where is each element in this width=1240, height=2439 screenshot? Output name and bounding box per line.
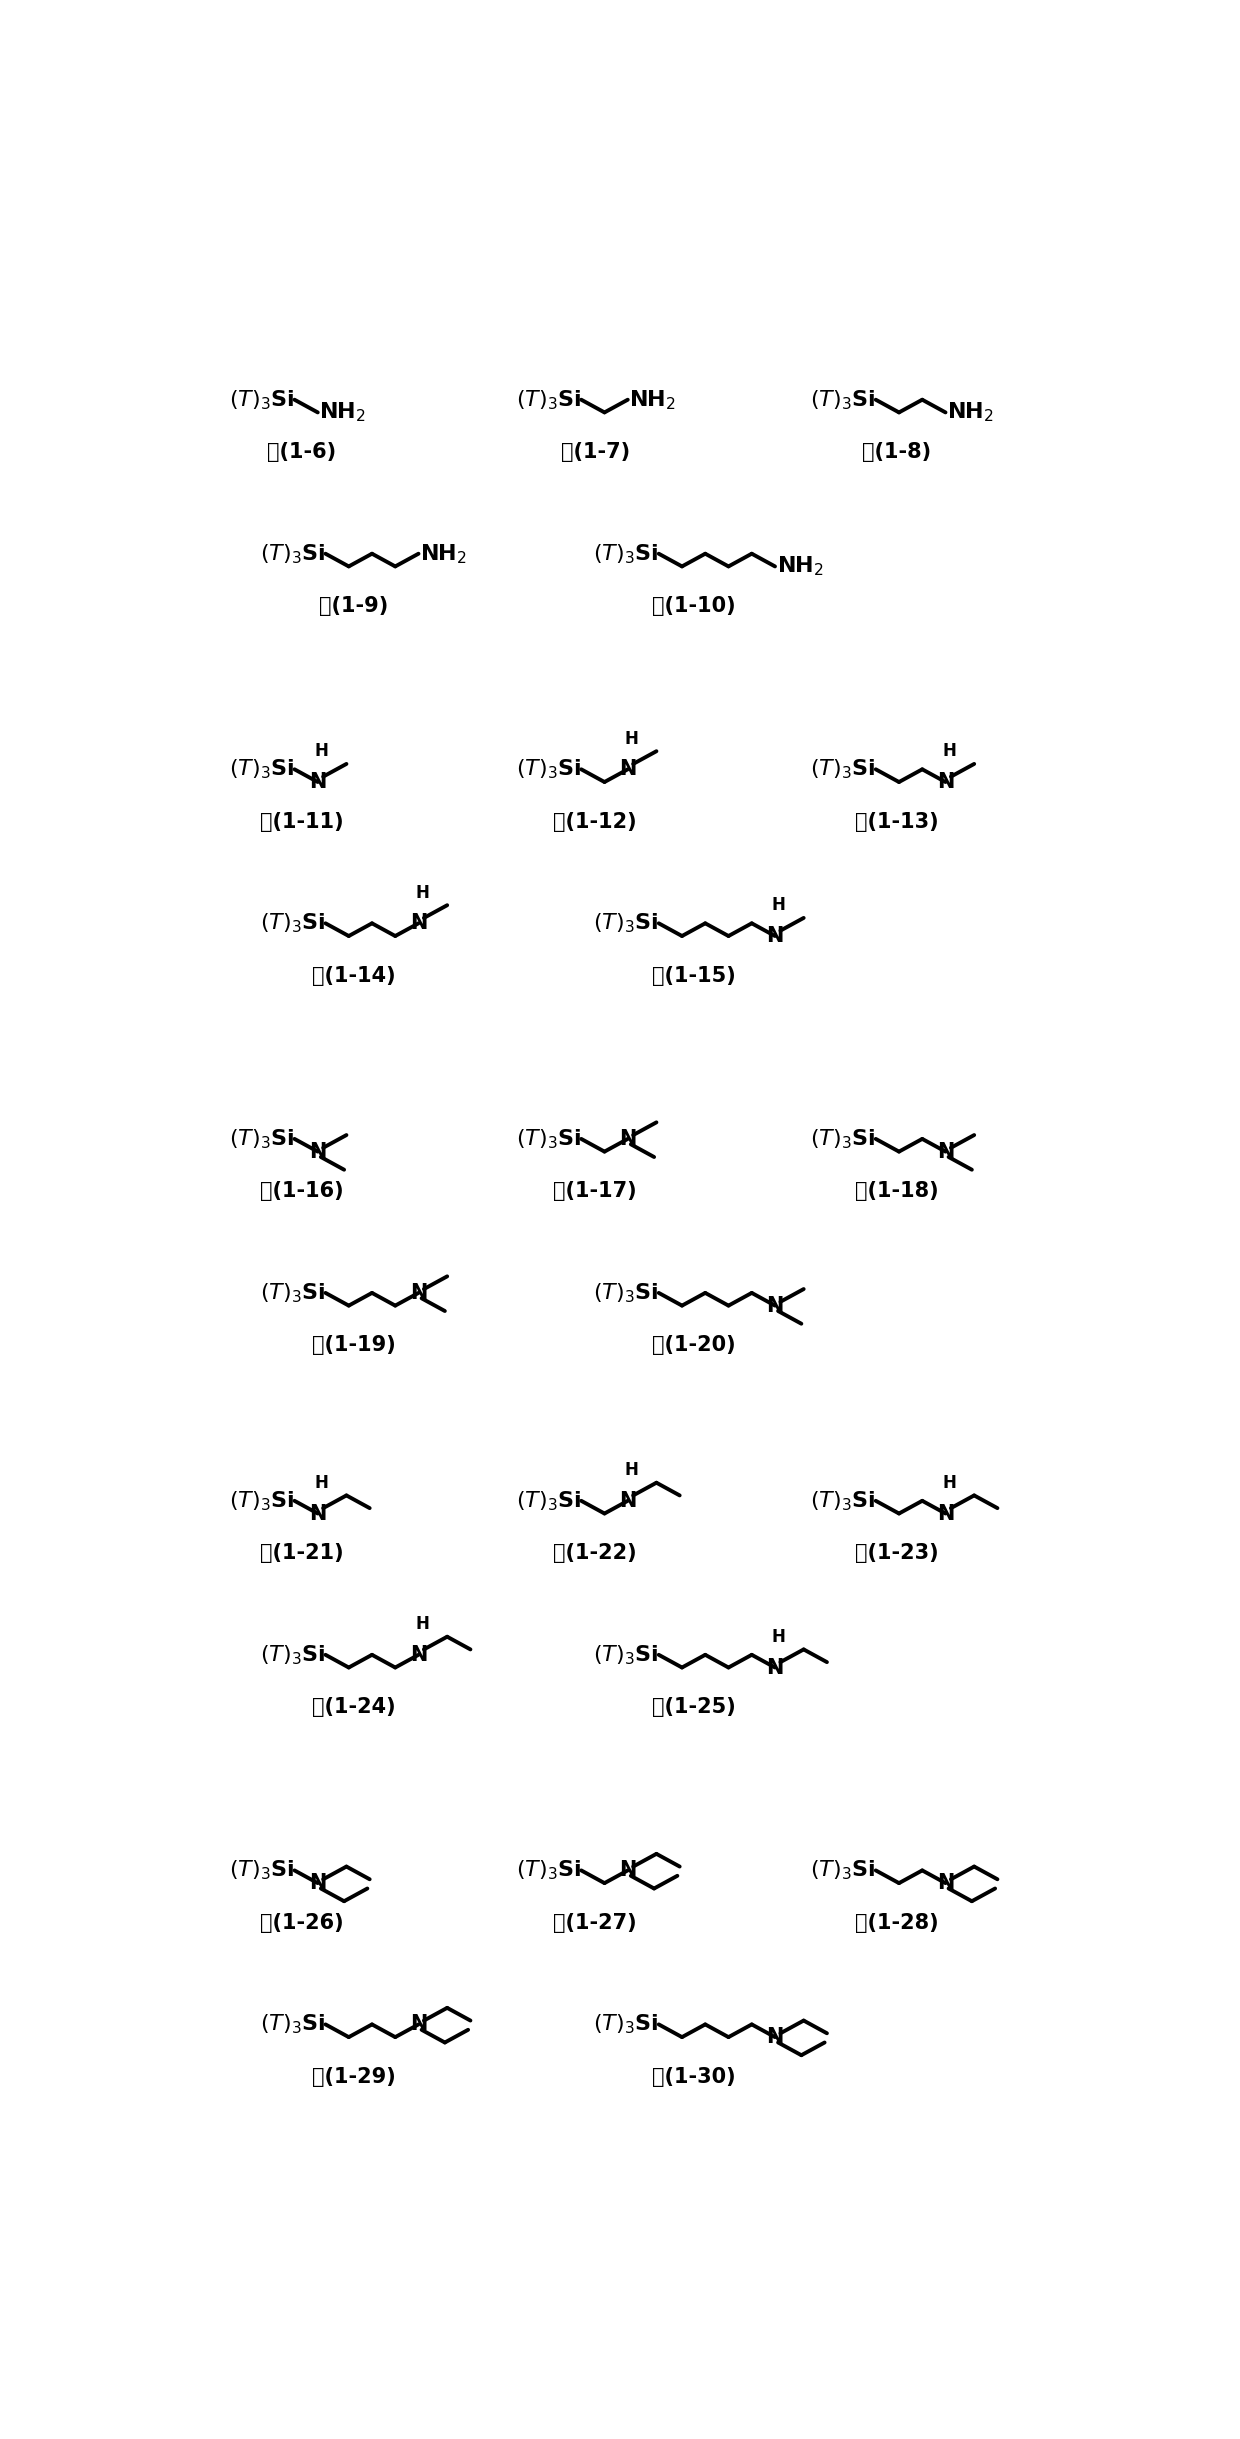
Text: H: H <box>315 741 329 761</box>
Text: 式(1-6): 式(1-6) <box>267 441 336 461</box>
Text: $(T)_3$Si: $(T)_3$Si <box>516 759 582 780</box>
Text: $(T)_3$Si: $(T)_3$Si <box>260 912 325 934</box>
Text: 式(1-12): 式(1-12) <box>553 812 637 832</box>
Text: 式(1-24): 式(1-24) <box>311 1698 396 1717</box>
Text: $(T)_3$Si: $(T)_3$Si <box>810 1127 875 1151</box>
Text: $(T)_3$Si: $(T)_3$Si <box>260 541 325 566</box>
Text: $(T)_3$Si: $(T)_3$Si <box>260 1280 325 1305</box>
Text: H: H <box>942 741 956 761</box>
Text: $(T)_3$Si: $(T)_3$Si <box>810 1490 875 1512</box>
Text: $(T)_3$Si: $(T)_3$Si <box>593 2012 658 2037</box>
Text: 式(1-30): 式(1-30) <box>652 2066 735 2088</box>
Text: $(T)_3$Si: $(T)_3$Si <box>516 388 582 412</box>
Text: 式(1-17): 式(1-17) <box>553 1180 637 1202</box>
Text: 式(1-9): 式(1-9) <box>319 595 388 617</box>
Text: $(T)_3$Si: $(T)_3$Si <box>593 1280 658 1305</box>
Text: 式(1-8): 式(1-8) <box>862 441 931 461</box>
Text: N: N <box>619 759 636 780</box>
Text: $(T)_3$Si: $(T)_3$Si <box>229 1490 295 1512</box>
Text: N: N <box>619 1129 636 1149</box>
Text: H: H <box>625 1461 639 1478</box>
Text: N: N <box>766 1295 784 1315</box>
Text: N: N <box>936 773 955 793</box>
Text: 式(1-20): 式(1-20) <box>652 1334 735 1356</box>
Text: NH$_2$: NH$_2$ <box>947 400 994 424</box>
Text: N: N <box>619 1861 636 1880</box>
Text: $(T)_3$Si: $(T)_3$Si <box>229 1859 295 1883</box>
Text: 式(1-28): 式(1-28) <box>854 1912 939 1932</box>
Text: $(T)_3$Si: $(T)_3$Si <box>516 1490 582 1512</box>
Text: 式(1-27): 式(1-27) <box>553 1912 637 1932</box>
Text: $(T)_3$Si: $(T)_3$Si <box>810 759 875 780</box>
Text: N: N <box>309 1502 326 1524</box>
Text: $(T)_3$Si: $(T)_3$Si <box>260 2012 325 2037</box>
Text: $(T)_3$Si: $(T)_3$Si <box>593 541 658 566</box>
Text: N: N <box>309 1873 326 1893</box>
Text: $(T)_3$Si: $(T)_3$Si <box>593 1644 658 1666</box>
Text: NH$_2$: NH$_2$ <box>629 388 676 412</box>
Text: 式(1-23): 式(1-23) <box>854 1544 939 1563</box>
Text: H: H <box>415 883 429 902</box>
Text: N: N <box>309 773 326 793</box>
Text: N: N <box>619 1490 636 1510</box>
Text: 式(1-10): 式(1-10) <box>652 595 735 617</box>
Text: N: N <box>936 1502 955 1524</box>
Text: 式(1-25): 式(1-25) <box>652 1698 735 1717</box>
Text: N: N <box>409 2015 428 2034</box>
Text: N: N <box>409 1644 428 1666</box>
Text: N: N <box>409 1283 428 1302</box>
Text: H: H <box>625 729 639 749</box>
Text: 式(1-14): 式(1-14) <box>311 966 396 985</box>
Text: 式(1-7): 式(1-7) <box>560 441 630 461</box>
Text: $(T)_3$Si: $(T)_3$Si <box>229 388 295 412</box>
Text: N: N <box>766 1659 784 1678</box>
Text: NH$_2$: NH$_2$ <box>420 541 467 566</box>
Text: $(T)_3$Si: $(T)_3$Si <box>229 1127 295 1151</box>
Text: H: H <box>415 1615 429 1634</box>
Text: 式(1-13): 式(1-13) <box>854 812 939 832</box>
Text: $(T)_3$Si: $(T)_3$Si <box>593 912 658 934</box>
Text: 式(1-18): 式(1-18) <box>854 1180 939 1202</box>
Text: N: N <box>309 1141 326 1161</box>
Text: N: N <box>936 1141 955 1161</box>
Text: H: H <box>315 1473 329 1493</box>
Text: N: N <box>936 1873 955 1893</box>
Text: $(T)_3$Si: $(T)_3$Si <box>810 1859 875 1883</box>
Text: H: H <box>942 1473 956 1493</box>
Text: $(T)_3$Si: $(T)_3$Si <box>229 759 295 780</box>
Text: 式(1-19): 式(1-19) <box>311 1334 396 1356</box>
Text: 式(1-26): 式(1-26) <box>259 1912 343 1932</box>
Text: H: H <box>773 898 786 915</box>
Text: NH$_2$: NH$_2$ <box>320 400 366 424</box>
Text: 式(1-22): 式(1-22) <box>553 1544 637 1563</box>
Text: 式(1-21): 式(1-21) <box>259 1544 343 1563</box>
Text: 式(1-16): 式(1-16) <box>259 1180 343 1202</box>
Text: 式(1-11): 式(1-11) <box>259 812 343 832</box>
Text: H: H <box>773 1627 786 1646</box>
Text: N: N <box>766 2027 784 2046</box>
Text: $(T)_3$Si: $(T)_3$Si <box>260 1644 325 1666</box>
Text: $(T)_3$Si: $(T)_3$Si <box>516 1859 582 1883</box>
Text: 式(1-29): 式(1-29) <box>311 2066 396 2088</box>
Text: $(T)_3$Si: $(T)_3$Si <box>516 1127 582 1151</box>
Text: $(T)_3$Si: $(T)_3$Si <box>810 388 875 412</box>
Text: N: N <box>409 912 428 934</box>
Text: 式(1-15): 式(1-15) <box>652 966 735 985</box>
Text: NH$_2$: NH$_2$ <box>776 554 823 578</box>
Text: N: N <box>766 927 784 946</box>
